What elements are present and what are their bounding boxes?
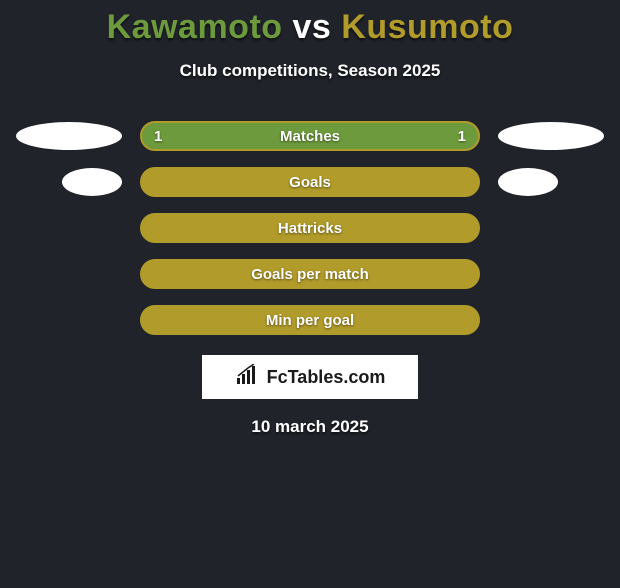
vs-word: vs [293, 8, 332, 46]
comparison-title: Kawamoto vs Kusumoto [0, 8, 620, 47]
stat-label: Matches [280, 128, 340, 145]
subtitle: Club competitions, Season 2025 [0, 61, 620, 81]
stat-row: Goals per match [0, 259, 620, 289]
date-text: 10 march 2025 [0, 417, 620, 437]
left-ellipse [16, 122, 122, 150]
left-ellipse [62, 168, 122, 196]
stat-row: Hattricks [0, 213, 620, 243]
player1-name: Kawamoto [107, 8, 283, 46]
right-ellipse [498, 122, 604, 150]
stat-bar: Hattricks [140, 213, 480, 243]
stat-label: Goals per match [251, 266, 369, 283]
stat-bar: Goals [140, 167, 480, 197]
stat-bar: 1 Matches 1 [140, 121, 480, 151]
stat-label: Min per goal [266, 312, 354, 329]
stat-label: Goals [289, 174, 331, 191]
stat-bar: Min per goal [140, 305, 480, 335]
stat-row: 1 Matches 1 [0, 121, 620, 151]
stat-label: Hattricks [278, 220, 342, 237]
stat-rows: 1 Matches 1 Goals Hattricks Goals per match Mi… [0, 121, 620, 335]
right-ellipse [498, 168, 558, 196]
chart-icon [235, 364, 261, 391]
stat-row: Goals [0, 167, 620, 197]
stat-bar: Goals per match [140, 259, 480, 289]
left-value: 1 [154, 128, 162, 145]
logo-text: FcTables.com [267, 367, 386, 388]
right-value: 1 [458, 128, 466, 145]
logo-box: FcTables.com [202, 355, 418, 399]
player2-name: Kusumoto [341, 8, 513, 46]
stat-row: Min per goal [0, 305, 620, 335]
